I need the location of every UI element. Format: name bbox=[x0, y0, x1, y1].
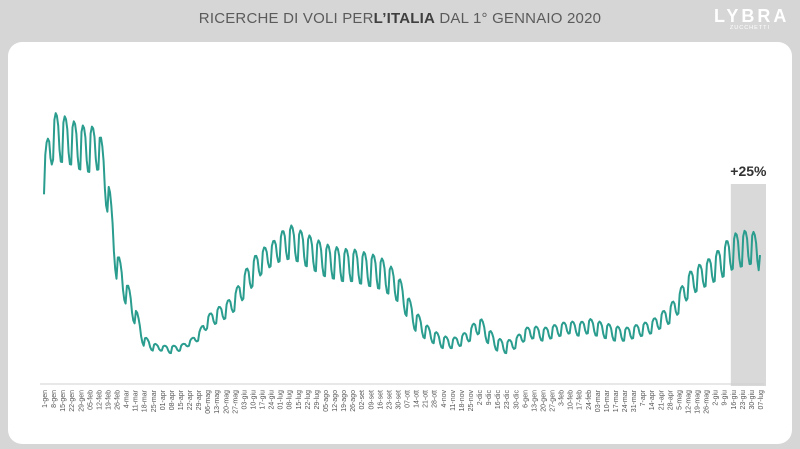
x-tick-label: 23-giu bbox=[740, 390, 747, 410]
chart-title: RICERCHE DI VOLI PERL’ITALIA DAL 1° GENN… bbox=[0, 10, 800, 27]
x-tick-label: 23-set bbox=[386, 390, 393, 410]
x-tick-label: 07-lug bbox=[758, 390, 765, 410]
x-tick-label: 12-feb bbox=[96, 390, 103, 410]
x-tick-label: 29-apr bbox=[196, 389, 203, 410]
x-tick-label: 17-feb bbox=[577, 390, 584, 410]
x-tick-label: 07-ott bbox=[405, 390, 412, 408]
x-tick-label: 21-apr bbox=[658, 389, 665, 410]
x-tick-label: 22-gen bbox=[69, 390, 76, 412]
x-tick-label: 12-mag bbox=[685, 390, 692, 414]
x-tick-label: 4-mar bbox=[124, 389, 131, 408]
x-tick-label: 05-ago bbox=[323, 390, 330, 412]
x-tick-label: 10-giu bbox=[250, 390, 257, 410]
x-tick-label: 08-lug bbox=[287, 390, 294, 410]
x-tick-label: 16-dic bbox=[495, 390, 502, 410]
x-tick-label: 30-giu bbox=[749, 390, 756, 410]
x-tick-label: 21-ott bbox=[423, 390, 430, 408]
x-tick-label: 17-giu bbox=[260, 390, 267, 410]
x-tick-label: 5-mag bbox=[676, 390, 683, 410]
x-tick-label: 13-mag bbox=[214, 390, 221, 414]
x-tick-label: 30-set bbox=[395, 390, 402, 410]
x-tick-label: 18-mar bbox=[142, 389, 149, 412]
x-tick-label: 28-ott bbox=[432, 390, 439, 408]
title-suffix: DAL 1° GENNAIO 2020 bbox=[435, 10, 602, 27]
x-tick-label: 31-mar bbox=[631, 389, 638, 412]
logo-main: LYBRA bbox=[714, 6, 790, 26]
x-tick-label: 08-apr bbox=[169, 389, 176, 410]
x-tick-label: 27-mag bbox=[232, 390, 239, 414]
x-tick-label: 11-mar bbox=[133, 389, 140, 411]
x-tick-label: 23-dic bbox=[504, 390, 511, 410]
x-tick-label: 3-feb bbox=[559, 390, 566, 406]
x-tick-label: 14-apr bbox=[649, 389, 656, 410]
x-tick-label: 2-giu bbox=[713, 390, 720, 406]
x-tick-label: 20-gen bbox=[540, 390, 547, 412]
title-bold: L’ITALIA bbox=[373, 10, 435, 27]
x-tick-label: 17-mar bbox=[613, 389, 620, 412]
x-tick-label: 4-nov bbox=[441, 390, 448, 408]
x-tick-label: 29-gen bbox=[78, 390, 85, 412]
x-tick-label: 01-lug bbox=[278, 390, 285, 410]
x-tick-label: 22-apr bbox=[187, 389, 194, 410]
x-tick-label: 9-giu bbox=[722, 390, 729, 406]
x-tick-label: 7-apr bbox=[640, 389, 647, 406]
x-tick-label: 05-feb bbox=[87, 390, 94, 410]
title-prefix: RICERCHE DI VOLI PER bbox=[198, 10, 374, 27]
x-tick-label: 12-ago bbox=[332, 390, 339, 412]
annotation-label: +25% bbox=[730, 163, 767, 179]
x-tick-label: 03-mar bbox=[595, 389, 602, 412]
x-tick-label: 03-giu bbox=[241, 390, 248, 410]
logo-sub: ZUCCHETTI bbox=[729, 25, 771, 31]
chart-card bbox=[8, 42, 792, 444]
x-tick-label: 28-apr bbox=[667, 389, 674, 410]
x-tick-label: 18-nov bbox=[459, 390, 466, 412]
x-tick-label: 26-mag bbox=[704, 390, 711, 414]
x-tick-label: 06-mag bbox=[205, 390, 212, 414]
series-line bbox=[43, 112, 761, 355]
x-tick-label: 22-lug bbox=[305, 390, 312, 410]
x-tick-label: 9-dic bbox=[486, 390, 493, 406]
x-tick-label: 2-dic bbox=[477, 390, 484, 406]
x-tick-label: 15-lug bbox=[296, 390, 303, 410]
highlight-band bbox=[730, 184, 766, 386]
x-tick-label: 10-mar bbox=[604, 389, 611, 412]
x-tick-label: 10-feb bbox=[568, 390, 575, 410]
x-tick-label: 24-giu bbox=[269, 390, 276, 410]
x-tick-label: 19-mag bbox=[695, 390, 702, 414]
x-tick-label: 6-gen bbox=[522, 390, 529, 408]
lybra-logo: LYBRA ZUCCHETTI bbox=[714, 6, 786, 31]
x-tick-label: 25-nov bbox=[468, 390, 475, 412]
x-tick-label: 19-feb bbox=[105, 390, 112, 410]
x-tick-label: 14-ott bbox=[414, 390, 421, 408]
x-tick-label: 16-giu bbox=[731, 390, 738, 410]
x-tick-label: 15-apr bbox=[178, 389, 185, 410]
x-tick-label: 02-set bbox=[359, 390, 366, 410]
x-tick-label: 1-gen bbox=[42, 390, 49, 408]
x-tick-label: 11-nov bbox=[450, 390, 457, 411]
x-tick-label: 26-ago bbox=[350, 390, 357, 412]
x-tick-label: 26-feb bbox=[115, 390, 122, 410]
x-tick-label: 01-apr bbox=[160, 389, 167, 410]
x-tick-label: 25-mar bbox=[151, 389, 158, 412]
x-tick-label: 29-lug bbox=[314, 390, 321, 410]
x-tick-label: 24-mar bbox=[622, 389, 629, 412]
x-tick-label: 20-mag bbox=[223, 390, 230, 414]
x-tick-label: 24-feb bbox=[586, 390, 593, 410]
x-tick-label: 30-dic bbox=[513, 390, 520, 410]
x-tick-label: 09-set bbox=[368, 390, 375, 410]
x-tick-label: 19-ago bbox=[341, 390, 348, 412]
x-tick-label: 27-gen bbox=[550, 390, 557, 412]
x-tick-label: 13-gen bbox=[531, 390, 538, 412]
x-tick-label: 15-gen bbox=[60, 390, 67, 412]
x-tick-label: 16-set bbox=[377, 390, 384, 410]
x-tick-label: 8-gen bbox=[51, 390, 58, 408]
